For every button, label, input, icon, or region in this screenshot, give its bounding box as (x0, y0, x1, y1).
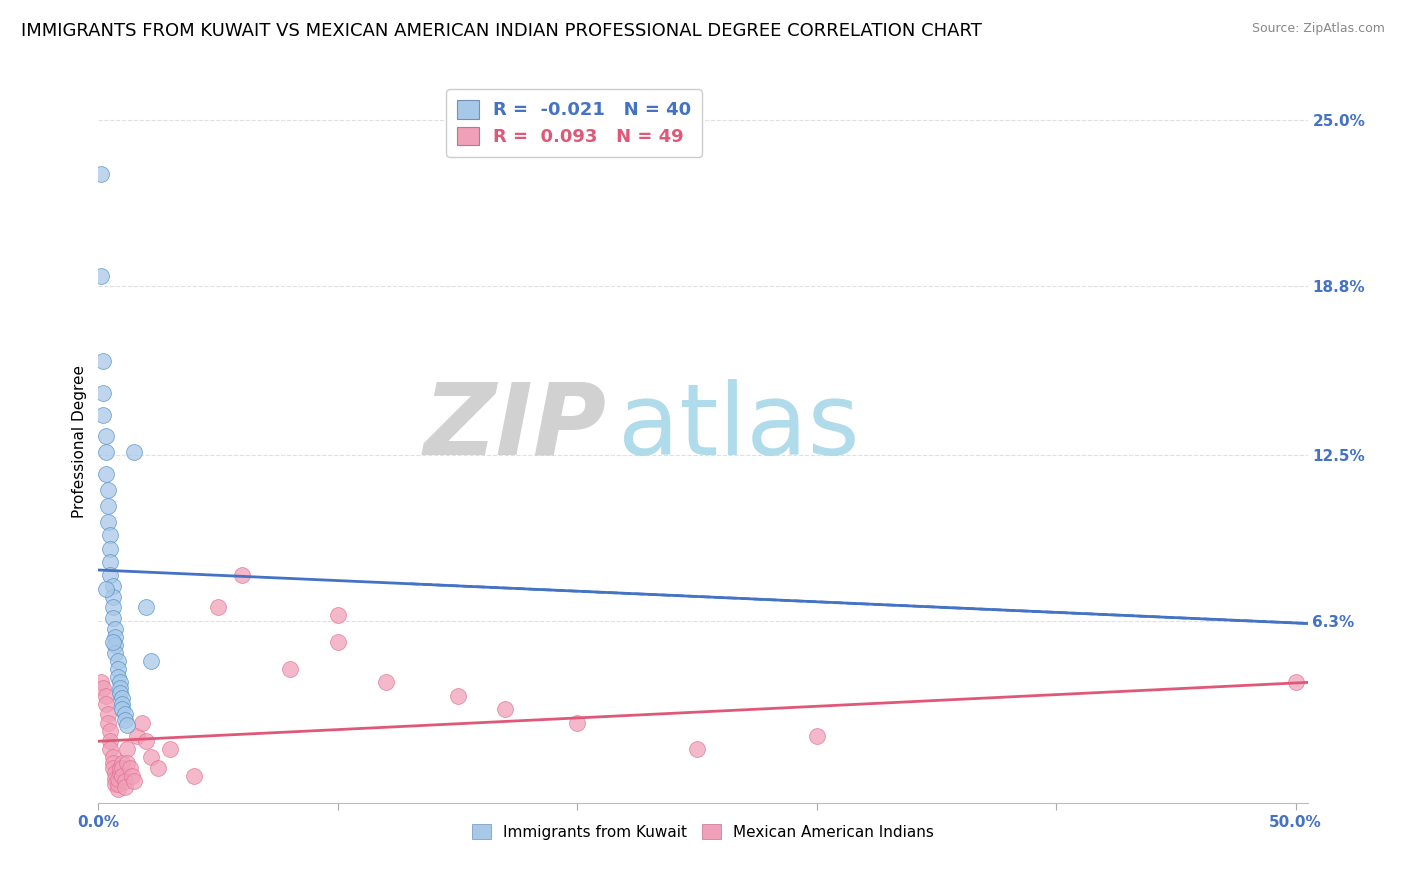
Point (101, 756, 124, 770)
Point (101, 600, 124, 615)
Point (374, 675, 396, 690)
Point (107, 777, 129, 791)
Point (100, 723, 122, 738)
Point (100, 742, 122, 756)
Point (114, 774, 136, 789)
Point (104, 646, 127, 660)
Text: IMMIGRANTS FROM KUWAIT VS MEXICAN AMERICAN INDIAN PROFESSIONAL DEGREE CORRELATIO: IMMIGRANTS FROM KUWAIT VS MEXICAN AMERIC… (21, 22, 981, 40)
Point (326, 608, 349, 623)
Point (101, 579, 124, 593)
Point (101, 761, 124, 775)
Point (104, 772, 127, 786)
Point (115, 756, 138, 770)
Point (183, 769, 205, 783)
Point (101, 750, 124, 764)
Point (567, 715, 589, 730)
Point (94, 689, 117, 703)
Point (111, 756, 134, 770)
Point (131, 715, 153, 730)
Legend: Immigrants from Kuwait, Mexican American Indians: Immigrants from Kuwait, Mexican American… (467, 818, 939, 846)
Point (94, 467, 117, 481)
Point (124, 445, 146, 459)
Point (100, 555, 122, 569)
Text: ZIP: ZIP (423, 378, 606, 475)
Point (111, 769, 134, 783)
Text: Source: ZipAtlas.com: Source: ZipAtlas.com (1251, 22, 1385, 36)
Point (100, 568, 122, 582)
Point (111, 702, 134, 716)
Point (107, 662, 129, 676)
Point (90, 675, 112, 690)
Point (97, 707, 120, 722)
Point (124, 774, 146, 789)
Point (108, 686, 131, 700)
Point (107, 782, 129, 797)
Point (97, 515, 120, 529)
Point (1284, 675, 1306, 690)
Point (118, 761, 141, 775)
Point (111, 697, 134, 711)
Text: atlas: atlas (619, 378, 860, 475)
Point (97, 715, 120, 730)
Point (94, 429, 117, 443)
Point (114, 707, 136, 722)
Point (806, 729, 828, 743)
Point (94, 697, 117, 711)
Point (115, 718, 138, 732)
Point (111, 761, 134, 775)
Point (139, 654, 162, 668)
Point (104, 622, 127, 636)
Point (107, 654, 129, 668)
Point (125, 729, 148, 743)
Point (104, 630, 127, 644)
Point (91, 354, 114, 368)
Point (446, 689, 468, 703)
Point (114, 780, 136, 794)
Point (114, 713, 136, 727)
Point (91, 681, 114, 695)
Point (139, 750, 162, 764)
Point (148, 761, 170, 775)
Point (135, 600, 157, 615)
Point (90, 167, 112, 181)
Point (100, 734, 122, 748)
Point (495, 702, 517, 716)
Point (97, 483, 120, 497)
Point (101, 635, 124, 649)
Point (107, 772, 129, 786)
Point (100, 528, 122, 542)
Point (104, 638, 127, 652)
Point (108, 675, 131, 690)
Point (91, 408, 114, 422)
Point (101, 611, 124, 625)
Point (326, 635, 349, 649)
Point (108, 766, 131, 780)
Point (231, 568, 253, 582)
Point (94, 445, 117, 459)
Point (90, 268, 112, 283)
Point (94, 582, 117, 596)
Point (91, 386, 114, 401)
Point (686, 742, 709, 756)
Point (100, 541, 122, 556)
Point (159, 742, 181, 756)
Y-axis label: Professional Degree: Professional Degree (72, 365, 87, 518)
Point (111, 691, 134, 706)
Point (104, 777, 127, 791)
Point (207, 600, 229, 615)
Point (135, 734, 157, 748)
Point (104, 766, 127, 780)
Point (108, 681, 131, 695)
Point (97, 499, 120, 513)
Point (121, 769, 143, 783)
Point (101, 590, 124, 604)
Point (107, 670, 129, 684)
Point (108, 761, 131, 775)
Point (278, 662, 301, 676)
Point (115, 742, 138, 756)
